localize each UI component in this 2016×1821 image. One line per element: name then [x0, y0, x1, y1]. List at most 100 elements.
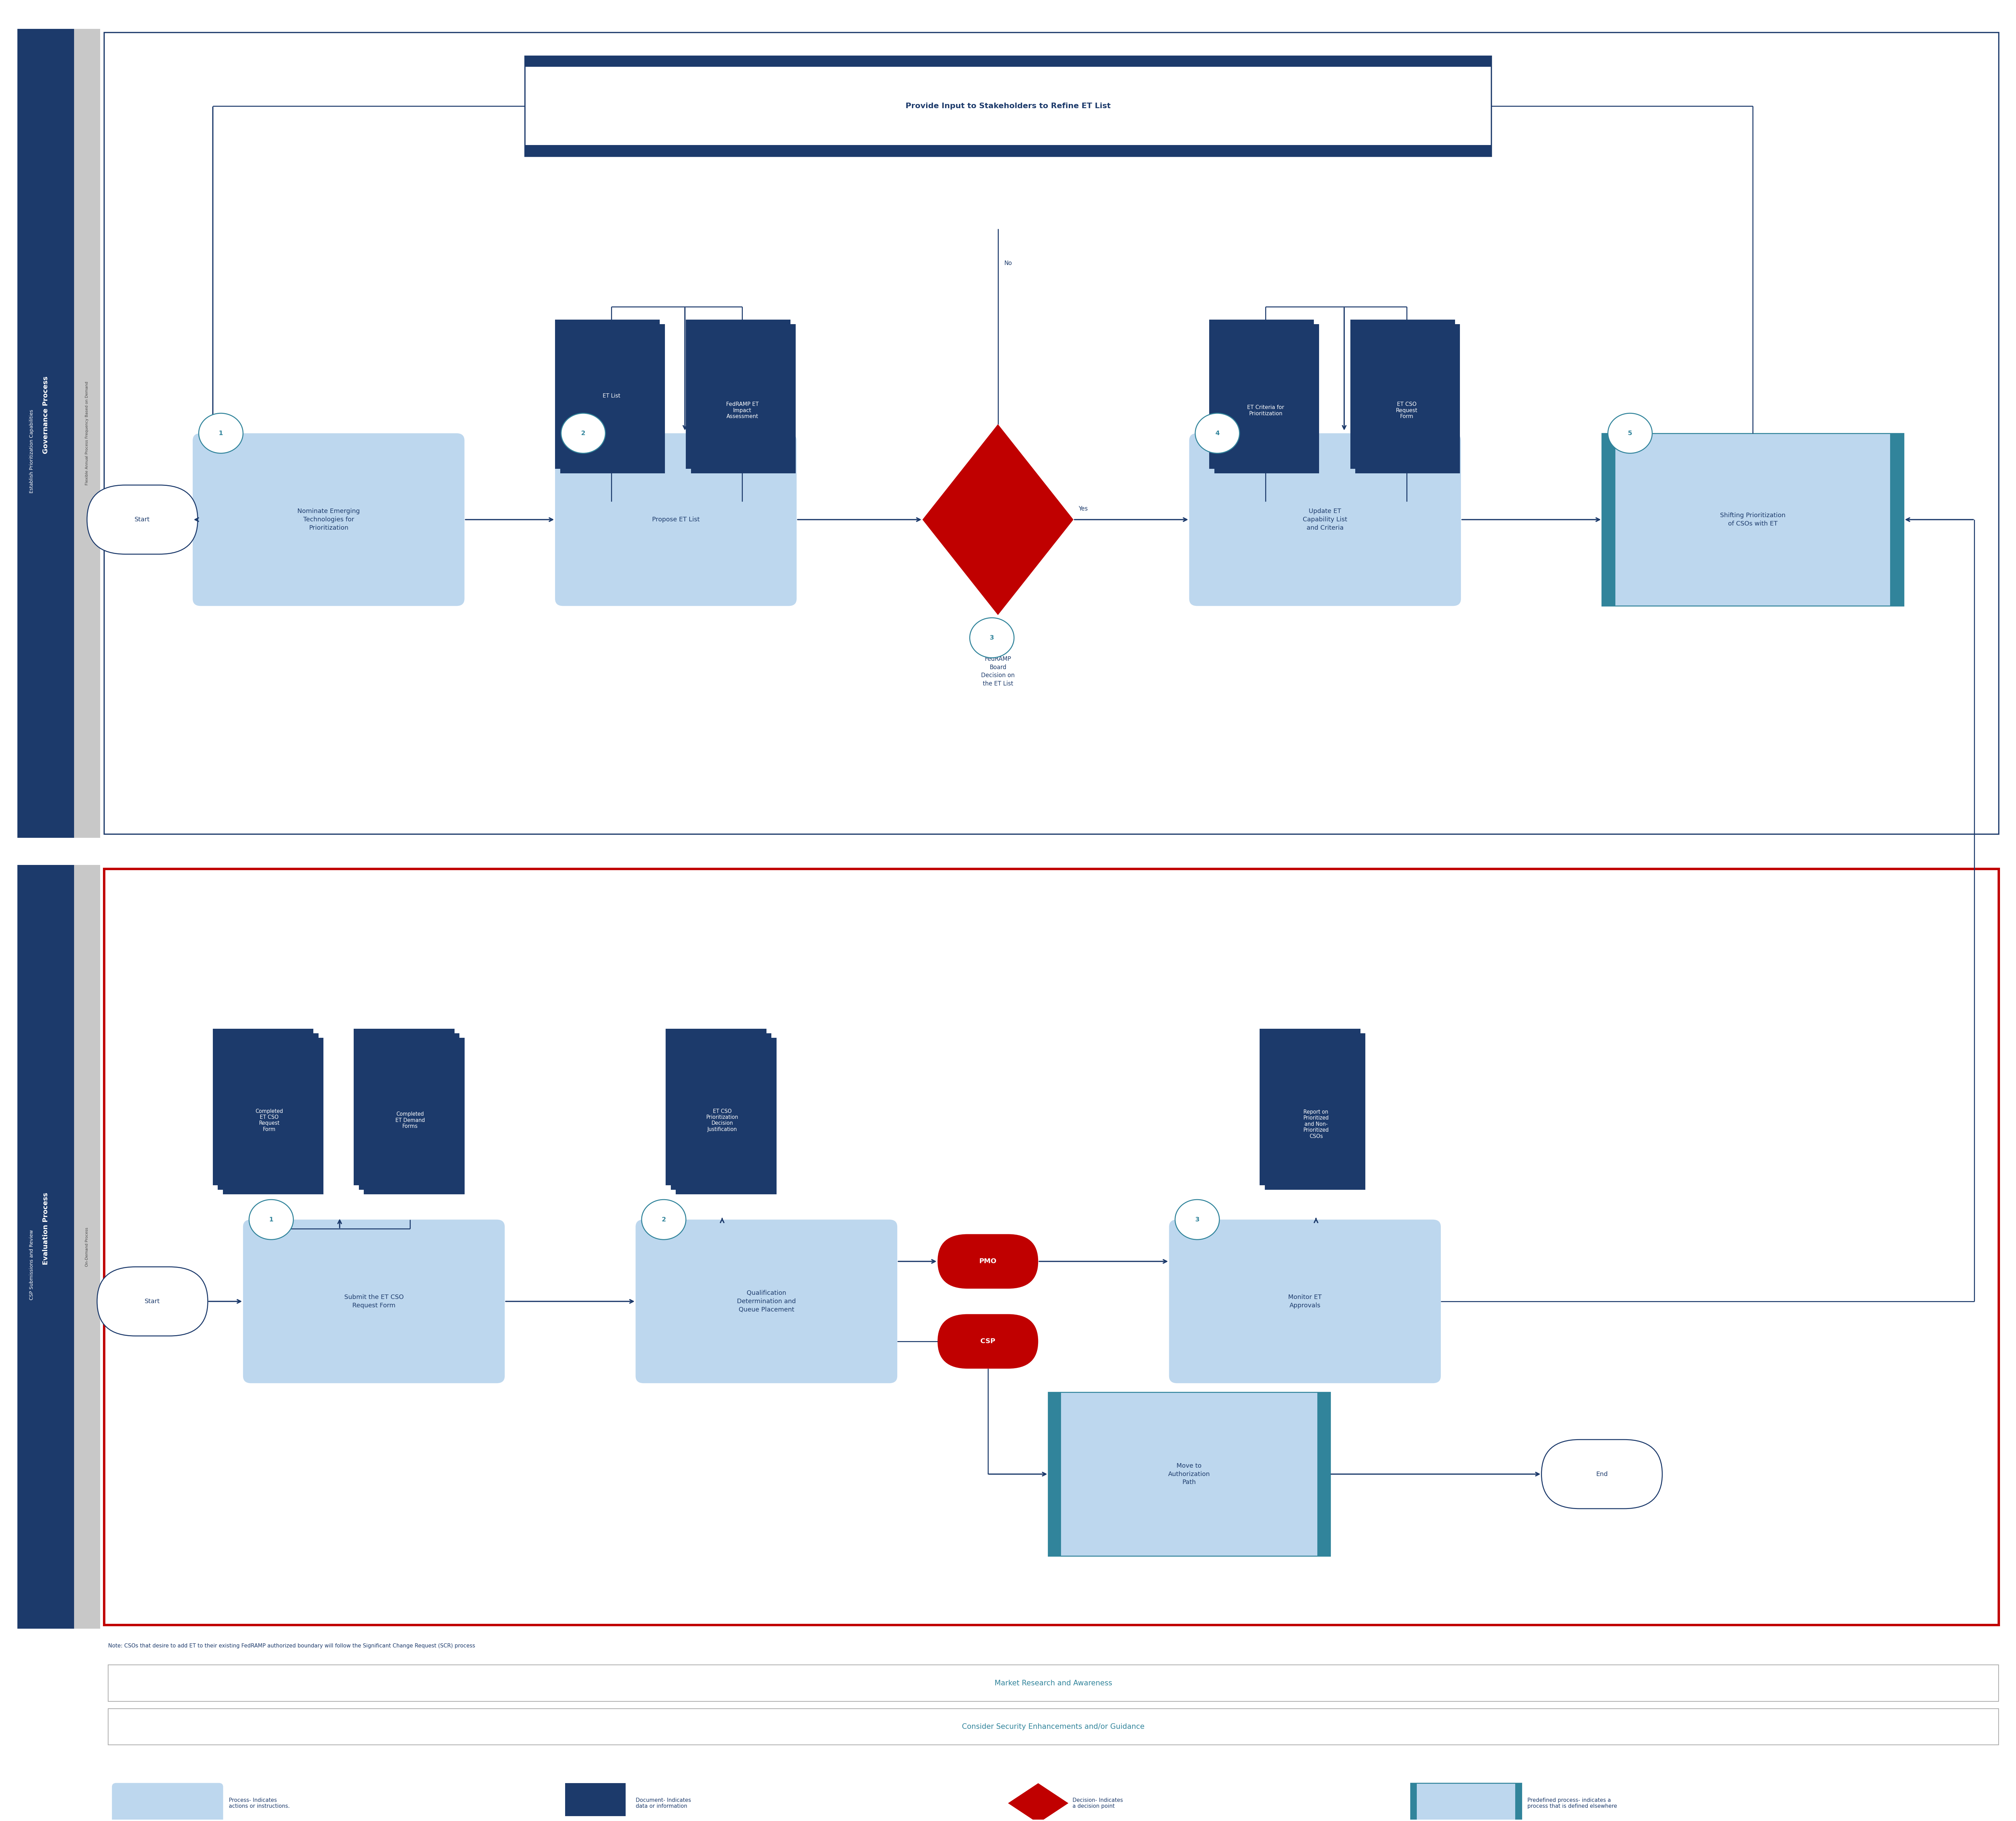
- Text: Propose ET List: Propose ET List: [651, 517, 700, 523]
- Text: Completed
ET CSO
Request
Form: Completed ET CSO Request Form: [256, 1109, 282, 1133]
- Bar: [75, 865, 101, 1628]
- Bar: [524, 56, 1492, 157]
- Text: Update ET
Capability List
and Criteria: Update ET Capability List and Criteria: [1302, 508, 1347, 532]
- Polygon shape: [665, 1162, 766, 1185]
- Text: Report on
Prioritized
and Non-
Prioritized
CSOs: Report on Prioritized and Non- Prioritiz…: [1302, 1109, 1329, 1138]
- Circle shape: [250, 1200, 294, 1240]
- Bar: [1355, 324, 1460, 473]
- Text: 3: 3: [990, 636, 994, 641]
- Text: ET List: ET List: [603, 393, 621, 399]
- Polygon shape: [1351, 446, 1456, 468]
- Text: Start: Start: [135, 517, 149, 523]
- Text: Submit the ET CSO
Request Form: Submit the ET CSO Request Form: [345, 1295, 403, 1309]
- Polygon shape: [214, 1162, 312, 1185]
- Polygon shape: [1214, 452, 1318, 473]
- Text: CSP Submissions and Review: CSP Submissions and Review: [28, 1229, 34, 1300]
- Bar: [1210, 320, 1314, 468]
- Bar: [524, 56, 1492, 67]
- Bar: [224, 1038, 323, 1195]
- Bar: [671, 1033, 772, 1189]
- Text: Predefined process- indicates a
process that is defined elsewhere: Predefined process- indicates a process …: [1528, 1797, 1617, 1808]
- FancyBboxPatch shape: [113, 1783, 224, 1821]
- FancyBboxPatch shape: [1189, 433, 1462, 606]
- Circle shape: [1609, 413, 1653, 453]
- Circle shape: [560, 413, 605, 453]
- Bar: [1603, 433, 1903, 606]
- FancyBboxPatch shape: [937, 1235, 1038, 1289]
- Bar: [1411, 1783, 1522, 1821]
- Text: Monitor ET
Approvals: Monitor ET Approvals: [1288, 1295, 1322, 1309]
- Polygon shape: [353, 1162, 454, 1185]
- FancyBboxPatch shape: [97, 1267, 208, 1337]
- Text: 3: 3: [1195, 1216, 1200, 1222]
- Polygon shape: [554, 446, 659, 468]
- Bar: [214, 1029, 312, 1185]
- FancyBboxPatch shape: [1542, 1440, 1663, 1508]
- FancyBboxPatch shape: [194, 433, 464, 606]
- Bar: [1516, 1783, 1522, 1821]
- Bar: [524, 146, 1492, 157]
- Bar: [359, 1033, 460, 1189]
- Circle shape: [1195, 413, 1240, 453]
- Polygon shape: [1264, 1167, 1365, 1189]
- Bar: [353, 1029, 454, 1185]
- Text: No: No: [1004, 260, 1012, 266]
- Text: Consider Security Enhancements and/or Guidance: Consider Security Enhancements and/or Gu…: [962, 1723, 1145, 1730]
- Text: ET CSO
Request
Form: ET CSO Request Form: [1395, 402, 1417, 419]
- Text: ET Criteria for
Prioritization: ET Criteria for Prioritization: [1248, 404, 1284, 417]
- Polygon shape: [363, 1171, 464, 1195]
- Bar: [675, 1038, 776, 1195]
- Bar: [1048, 1393, 1331, 1555]
- FancyBboxPatch shape: [244, 1220, 504, 1384]
- Bar: [1048, 1393, 1060, 1555]
- FancyBboxPatch shape: [554, 433, 796, 606]
- Text: Establish Prioritization Capabilities: Establish Prioritization Capabilities: [28, 410, 34, 493]
- Polygon shape: [675, 1171, 776, 1195]
- Bar: [564, 1783, 625, 1816]
- Bar: [1214, 324, 1318, 473]
- FancyBboxPatch shape: [937, 1315, 1038, 1369]
- Bar: [109, 1664, 1998, 1701]
- Bar: [554, 320, 659, 468]
- Polygon shape: [224, 1171, 323, 1195]
- Polygon shape: [685, 446, 790, 468]
- Bar: [1603, 433, 1615, 606]
- Text: Evaluation Process: Evaluation Process: [42, 1193, 48, 1266]
- Polygon shape: [564, 1812, 625, 1816]
- Bar: [560, 324, 665, 473]
- FancyBboxPatch shape: [1169, 1220, 1441, 1384]
- Polygon shape: [923, 424, 1073, 615]
- Circle shape: [1175, 1200, 1220, 1240]
- Text: Market Research and Awareness: Market Research and Awareness: [994, 1679, 1113, 1686]
- Text: 2: 2: [661, 1216, 665, 1222]
- Polygon shape: [1355, 452, 1460, 473]
- Bar: [685, 320, 790, 468]
- Text: Completed
ET Demand
Forms: Completed ET Demand Forms: [395, 1111, 425, 1129]
- Bar: [218, 1033, 319, 1189]
- Polygon shape: [1210, 446, 1314, 468]
- Text: 5: 5: [1627, 430, 1633, 437]
- Bar: [363, 1038, 464, 1195]
- Text: FedRAMP ET
Impact
Assessment: FedRAMP ET Impact Assessment: [726, 402, 758, 419]
- Text: 2: 2: [581, 430, 585, 437]
- Text: Start: Start: [145, 1298, 159, 1304]
- Text: 1: 1: [268, 1216, 274, 1222]
- Bar: [665, 1029, 766, 1185]
- Text: ET CSO
Prioritization
Decision
Justification: ET CSO Prioritization Decision Justifica…: [706, 1109, 738, 1133]
- Bar: [75, 29, 101, 838]
- Bar: [1260, 1029, 1361, 1185]
- Bar: [1264, 1033, 1365, 1189]
- FancyBboxPatch shape: [87, 484, 198, 554]
- Text: On-Demand Process: On-Demand Process: [85, 1227, 89, 1266]
- Bar: [1891, 433, 1903, 606]
- Circle shape: [970, 617, 1014, 657]
- Polygon shape: [218, 1167, 319, 1189]
- Bar: [1316, 1393, 1331, 1555]
- Text: CSP: CSP: [980, 1338, 996, 1344]
- Bar: [1351, 320, 1456, 468]
- Text: Document- Indicates
data or information: Document- Indicates data or information: [635, 1797, 691, 1808]
- Text: Note: CSOs that desire to add ET to their existing FedRAMP authorized boundary w: Note: CSOs that desire to add ET to thei…: [109, 1643, 476, 1648]
- Circle shape: [200, 413, 244, 453]
- Polygon shape: [1008, 1783, 1068, 1821]
- Text: Flexible Annual Process Frequency Based on Demand: Flexible Annual Process Frequency Based …: [85, 381, 89, 484]
